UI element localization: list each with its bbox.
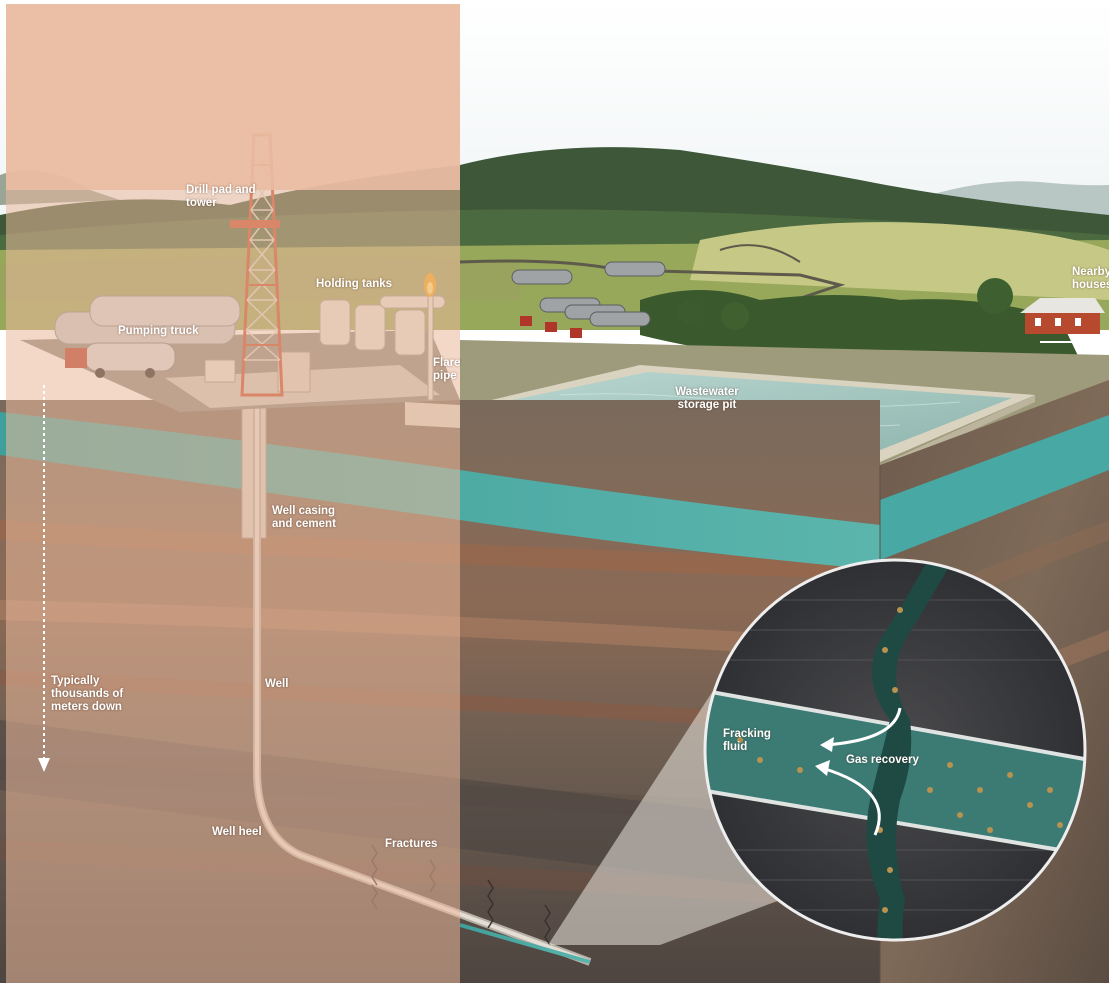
well-heel-label: Well heel (212, 826, 262, 838)
well-label: Well (265, 678, 289, 690)
pumping-truck-label: Pumping truck (118, 325, 199, 337)
drill-pad-label: Drill pad and tower (186, 184, 256, 209)
gas-recovery-label: Gas recovery (846, 754, 919, 766)
fractures-label: Fractures (385, 838, 438, 850)
tanker-trucks (511, 261, 666, 327)
wastewater-pit-label: Wastewater storage pit (675, 386, 739, 411)
fracture-closeup (703, 558, 1087, 942)
house-icon (1020, 298, 1109, 343)
well-casing-label: Well casing and cement (272, 505, 336, 530)
flare-pipe-label: Flare pipe (433, 357, 461, 382)
depth-label: Typically thousands of meters down (51, 675, 124, 713)
fracking-fluid-label: Fracking fluid (723, 728, 771, 753)
depth-arrow-icon (38, 385, 50, 772)
nearby-houses-label: Nearby houses (1072, 266, 1109, 291)
holding-tanks-label: Holding tanks (316, 278, 393, 290)
